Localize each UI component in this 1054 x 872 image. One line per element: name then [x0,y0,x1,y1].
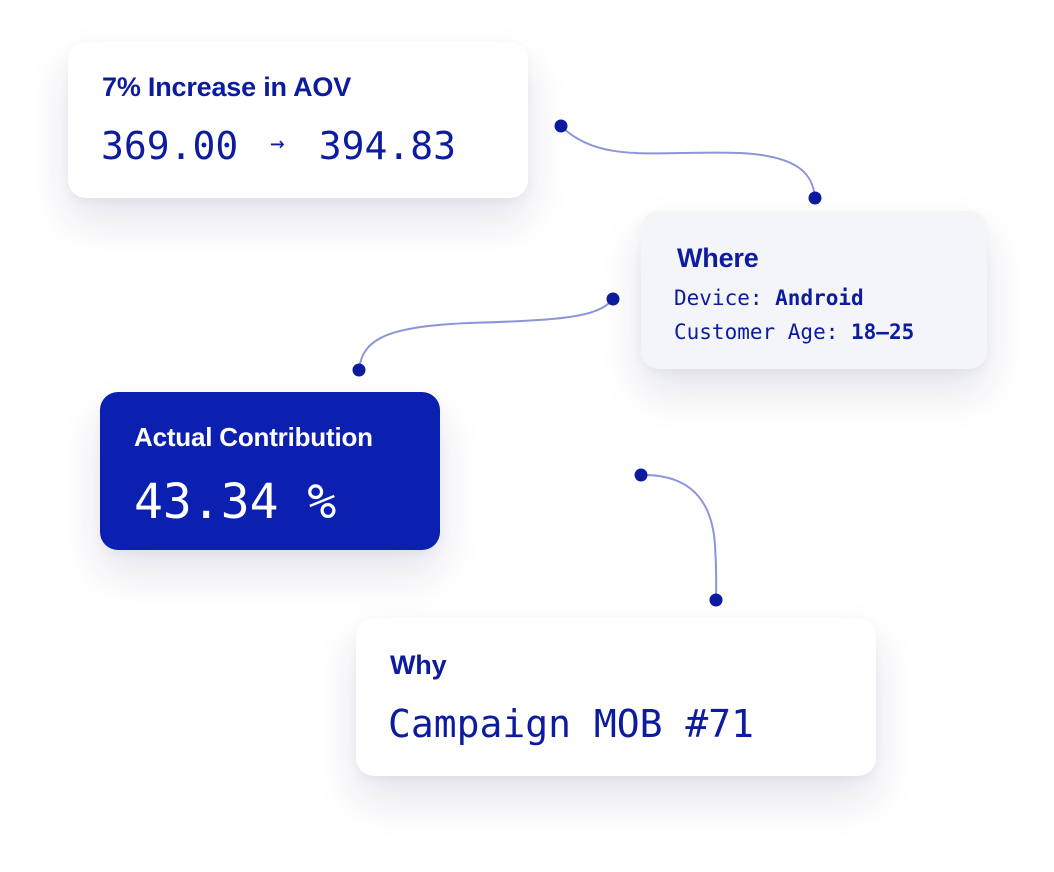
connector-dot [808,191,822,205]
device-label: Device: [674,286,776,310]
connector-dot [554,119,568,133]
device-row: Device: Android [674,286,864,310]
connector-aov-where [560,125,816,199]
aov-card: 7% Increase in AOV 369.00 → 394.83 [68,42,528,198]
connector-where-contribution [358,298,614,371]
connector-dot [606,292,620,306]
contribution-title: Actual Contribution [134,422,373,452]
aov-from-value: 369.00 [101,124,239,168]
connector-dot [352,363,366,377]
where-title: Where [677,243,759,273]
contribution-value: 43.34 % [134,474,337,530]
why-title: Why [390,650,447,680]
customer-age-value: 18–25 [851,320,915,344]
aov-title: 7% Increase in AOV [102,72,352,102]
aov-values: 369.00 → 394.83 [101,124,456,168]
connector-dot [634,468,648,482]
contribution-card: Actual Contribution 43.34 % [100,392,440,550]
aov-to-value: 394.83 [318,124,457,168]
arrow-right-icon: → [270,129,285,157]
device-value: Android [775,286,864,310]
why-card: Why Campaign MOB #71 [356,618,876,776]
customer-age-row: Customer Age: 18–25 [674,320,914,344]
why-value: Campaign MOB #71 [388,702,755,746]
connector-dot [709,593,723,607]
connector-contribution-why [640,473,718,601]
customer-age-label: Customer Age: [674,320,852,344]
where-card: Where Device: Android Customer Age: 18–2… [641,211,987,369]
